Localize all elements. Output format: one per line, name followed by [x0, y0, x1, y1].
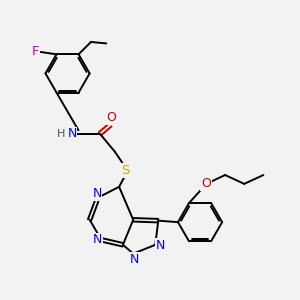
Text: O: O — [106, 111, 116, 124]
Text: F: F — [32, 46, 39, 59]
Text: N: N — [156, 239, 165, 252]
Text: N: N — [67, 127, 77, 140]
Text: H: H — [57, 129, 65, 139]
Text: S: S — [121, 164, 129, 177]
Text: N: N — [92, 188, 102, 200]
Text: N: N — [93, 233, 103, 246]
Text: O: O — [201, 177, 211, 190]
Text: N: N — [129, 253, 139, 266]
